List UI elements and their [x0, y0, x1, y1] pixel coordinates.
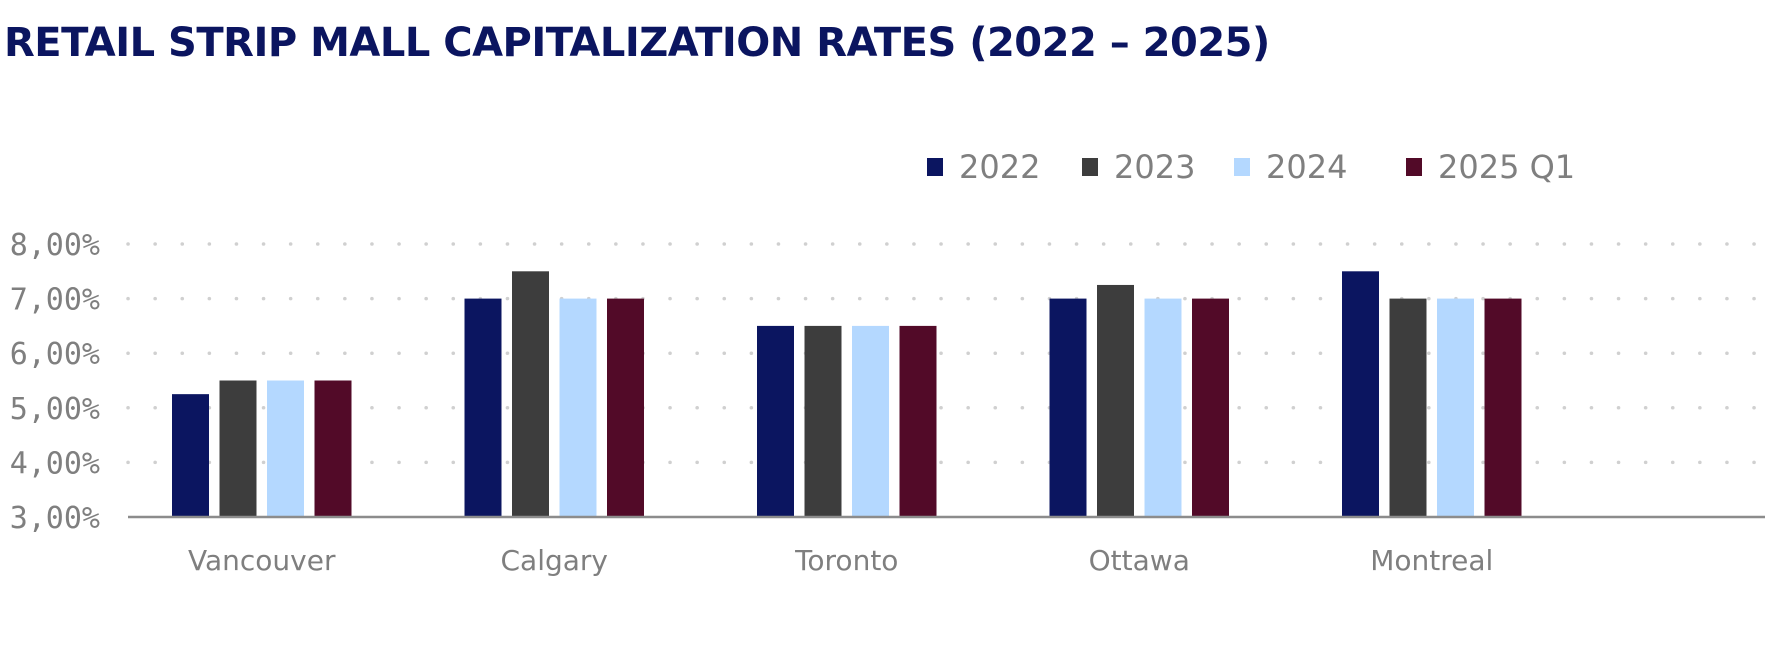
- bar-ottawa-2022: [1049, 298, 1087, 517]
- bar-calgary-2023: [512, 271, 549, 517]
- bar-ottawa-2023: [1097, 284, 1134, 517]
- bar-ottawa-2025-q1: [1192, 298, 1229, 517]
- bar-montreal-2022: [1342, 271, 1379, 517]
- legend-swatch: [1406, 158, 1422, 176]
- bar-toronto-2023: [804, 325, 842, 517]
- chart-title: RETAIL STRIP MALL CAPITALIZATION RATES (…: [4, 20, 1270, 66]
- bars: [172, 271, 1522, 517]
- bar-montreal-2023: [1389, 298, 1427, 517]
- bar-toronto-2022: [757, 325, 794, 517]
- legend: 2022 2023 2024 2025 Q1: [927, 148, 1575, 186]
- bar-vancouver-2024: [267, 380, 304, 517]
- x-tick-label: Ottawa: [1089, 544, 1190, 577]
- y-tick-label: 4,00%: [10, 446, 100, 481]
- y-tick-label: 5,00%: [10, 392, 100, 427]
- x-tick-label: Vancouver: [188, 544, 336, 577]
- bar-toronto-2025-q1: [899, 325, 937, 517]
- bar-ottawa-2024: [1144, 298, 1182, 517]
- bar-vancouver-2022: [172, 394, 209, 517]
- x-tick-label: Toronto: [794, 544, 898, 577]
- legend-label: 2024: [1266, 148, 1347, 186]
- legend-label: 2023: [1114, 148, 1195, 186]
- y-tick-label: 7,00%: [10, 283, 100, 318]
- axes: 3,00% 4,00% 5,00% 6,00% 7,00% 8,00% Vancouver C…: [10, 228, 1765, 577]
- legend-label: 2022: [959, 148, 1040, 186]
- bar-vancouver-2025-q1: [314, 380, 352, 517]
- legend-label: 2025 Q1: [1438, 148, 1575, 186]
- legend-swatch: [1082, 158, 1098, 176]
- y-tick-label: 8,00%: [10, 228, 100, 263]
- bar-toronto-2024: [852, 325, 889, 517]
- bar-calgary-2025-q1: [607, 298, 644, 517]
- gridlines: [126, 242, 1765, 465]
- x-tick-label: Montreal: [1370, 544, 1493, 577]
- bar-calgary-2024: [559, 298, 597, 517]
- bar-calgary-2022: [464, 298, 502, 517]
- bar-montreal-2025-q1: [1484, 298, 1522, 517]
- bar-montreal-2024: [1437, 298, 1474, 517]
- legend-swatch: [1234, 158, 1250, 176]
- bar-vancouver-2023: [219, 380, 257, 517]
- y-tick-label: 6,00%: [10, 337, 100, 372]
- legend-swatch: [927, 158, 943, 176]
- x-tick-label: Calgary: [500, 544, 608, 577]
- y-tick-label: 3,00%: [10, 501, 100, 536]
